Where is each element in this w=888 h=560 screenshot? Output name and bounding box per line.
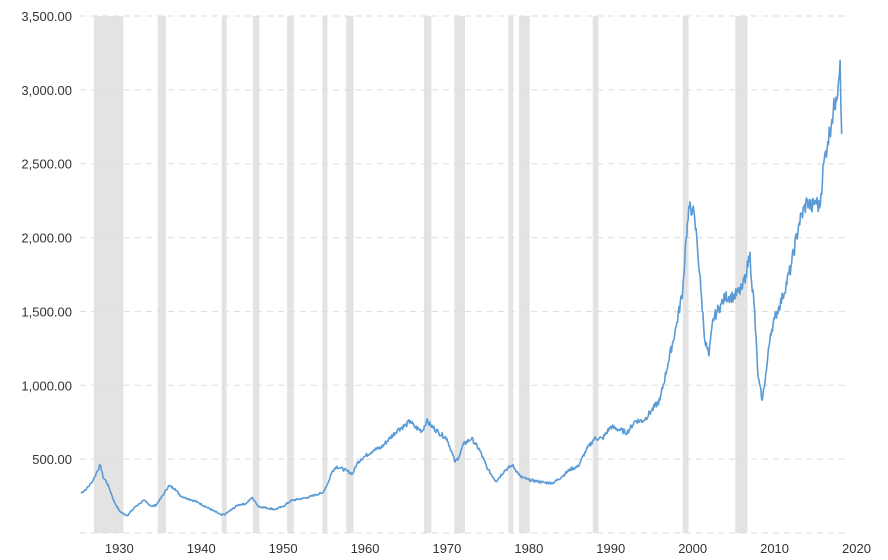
y-tick-label: 500.00 <box>32 452 72 467</box>
recession-band <box>157 16 167 533</box>
recession-band <box>592 16 599 533</box>
x-axis-tick-labels: 1930 1940 1950 1960 1970 1980 1990 2000 2010 2020 <box>105 541 871 556</box>
recession-band <box>346 16 354 533</box>
x-tick-label: 1960 <box>351 541 380 556</box>
x-tick-label: 1970 <box>432 541 461 556</box>
x-tick-label: 2000 <box>678 541 707 556</box>
recession-band <box>322 16 328 533</box>
recession-band <box>93 16 124 533</box>
y-tick-label: 2,000.00 <box>21 231 72 246</box>
recession-band <box>252 16 260 533</box>
recession-band <box>508 16 514 533</box>
series-line <box>80 59 843 517</box>
x-tick-label: 1930 <box>105 541 134 556</box>
x-tick-label: 2010 <box>760 541 789 556</box>
y-tick-label: 3,000.00 <box>21 83 72 98</box>
y-tick-label: 1,500.00 <box>21 304 72 319</box>
recession-band <box>221 16 227 533</box>
x-tick-label: 1950 <box>269 541 298 556</box>
x-tick-label: 1940 <box>187 541 216 556</box>
recession-band <box>735 16 748 533</box>
recession-band <box>682 16 689 533</box>
recession-band <box>424 16 432 533</box>
recession-shading-layer <box>93 16 748 533</box>
x-tick-label: 1980 <box>514 541 543 556</box>
y-axis-tick-labels: 500.00 1,000.00 1,500.00 2,000.00 2,500.00 3,… <box>21 9 72 467</box>
y-tick-label: 2,500.00 <box>21 157 72 172</box>
recession-band <box>519 16 530 533</box>
y-tick-label: 3,500.00 <box>21 9 72 24</box>
series-line-layer <box>80 59 843 517</box>
y-tick-label: 1,000.00 <box>21 378 72 393</box>
recession-band <box>287 16 294 533</box>
x-tick-label: 1990 <box>596 541 625 556</box>
x-tick-label: 2020 <box>842 541 871 556</box>
recession-band <box>454 16 465 533</box>
